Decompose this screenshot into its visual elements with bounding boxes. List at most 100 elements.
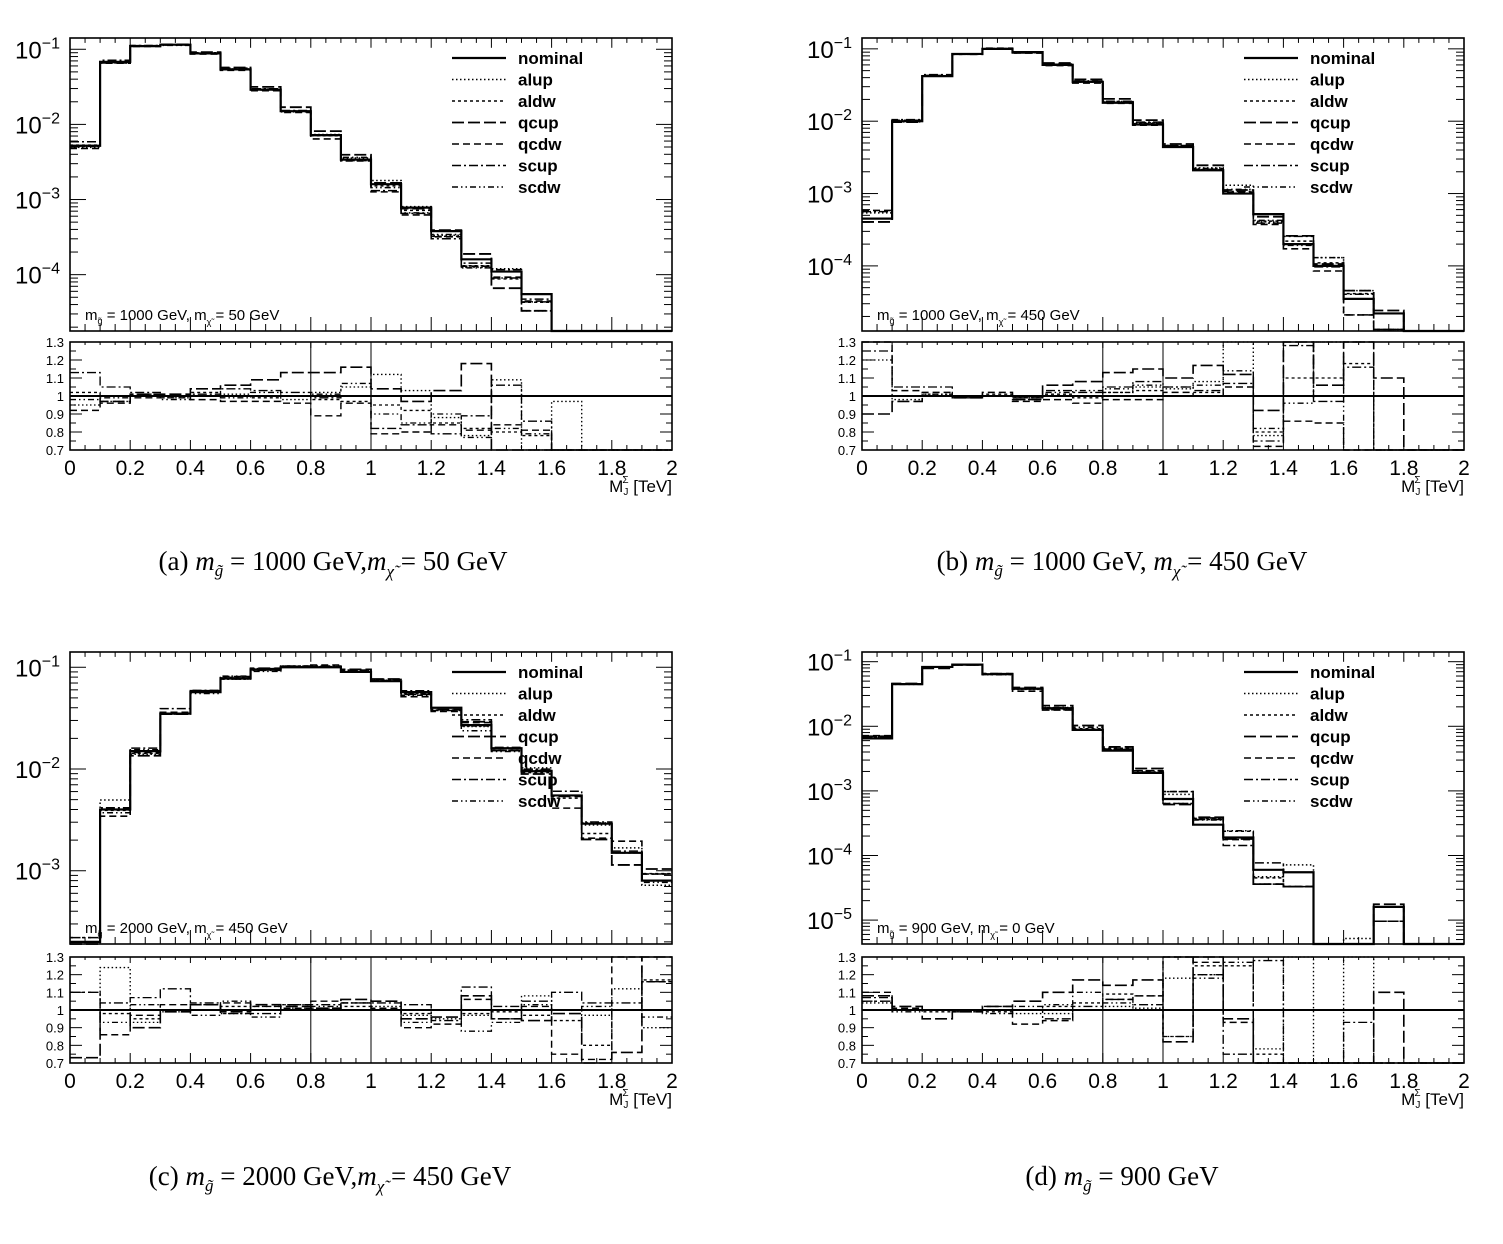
legend-label-aldw: aldw <box>518 92 557 111</box>
x-tick-label: 1.2 <box>417 457 446 480</box>
ratio-qcdw <box>70 397 672 451</box>
x-tick-label: 1.8 <box>1389 457 1418 480</box>
x-tick-label: 0.2 <box>116 1070 145 1093</box>
y-tick-base: 10 <box>807 650 834 677</box>
legend-label-scup: scup <box>518 157 558 176</box>
caption-b: (b) mg̃ = 1000 GeV, mχ̃ = 450 GeV <box>937 546 1308 581</box>
legend-label-scup: scup <box>518 771 558 790</box>
legend-label-nominal: nominal <box>1310 49 1375 68</box>
mass-annotation-part: m <box>877 307 890 324</box>
legend-label-scup: scup <box>1310 157 1350 176</box>
legend-label-scup: scup <box>1310 771 1350 790</box>
x-tick-label: 0 <box>856 1070 868 1093</box>
y-tick-exponent: −2 <box>42 755 60 772</box>
hist-alup <box>862 48 1464 332</box>
legend-label-qcup: qcup <box>1310 114 1351 133</box>
x-tick-label: 1.4 <box>477 457 507 480</box>
x-tick-label: 0.2 <box>908 1070 937 1093</box>
ratio-tick-label: 0.7 <box>46 443 64 458</box>
y-tick-label: 10−3 <box>15 186 60 215</box>
ratio-tick-label: 1.3 <box>46 335 64 350</box>
x-tick-label: 0.8 <box>1088 457 1117 480</box>
x-tick-label: 1.8 <box>1389 1070 1418 1093</box>
ratio-tick-label: 1.1 <box>838 985 856 1000</box>
legend-label-scdw: scdw <box>1310 792 1353 811</box>
x-tick-label: 0.6 <box>236 457 265 480</box>
mass-annotation-part: g̃ <box>889 316 894 326</box>
y-tick-label: 10−4 <box>807 841 852 870</box>
caption-part: m <box>367 546 387 576</box>
mass-annotation: mg̃ = 1000 GeV, mχ̃ = 450 GeV <box>877 307 1080 327</box>
caption-part: = 1000 GeV, <box>223 546 367 576</box>
x-tick-label: 2 <box>1458 1070 1470 1093</box>
mass-annotation-part: = 1000 GeV, m <box>899 307 999 324</box>
mass-annotation-part: = 50 GeV <box>216 307 280 324</box>
ratio-tick-label: 1 <box>849 1003 856 1018</box>
y-tick-base: 10 <box>807 714 834 741</box>
ratio-tick-label: 0.9 <box>838 1021 856 1036</box>
y-tick-label: 10−3 <box>807 777 852 806</box>
y-tick-exponent: −4 <box>834 841 852 858</box>
x-tick-label: 1.4 <box>477 1070 507 1093</box>
hist-qcdw <box>862 47 1464 332</box>
y-tick-base: 10 <box>807 109 834 136</box>
x-tick-label: 0 <box>856 457 868 480</box>
mass-annotation: mg̃ = 2000 GeV, mχ̃ = 450 GeV <box>85 920 288 940</box>
y-tick-label: 10−2 <box>807 712 852 741</box>
x-axis-label-part: M <box>609 477 623 496</box>
x-tick-label: 1.6 <box>1329 1070 1358 1093</box>
x-axis-label-part: J <box>623 1100 628 1111</box>
ratio-tick-label: 0.9 <box>46 407 64 422</box>
x-tick-label: 1 <box>1157 1070 1169 1093</box>
x-tick-label: 2 <box>1458 457 1470 480</box>
x-axis-label-part: Σ <box>622 475 628 486</box>
legend-label-qcdw: qcdw <box>1310 135 1354 154</box>
hist-scdw <box>70 44 672 332</box>
x-tick-label: 1.6 <box>537 457 566 480</box>
x-tick-label: 0.4 <box>176 1070 206 1093</box>
caption-part: m <box>1064 1161 1084 1191</box>
ratio-alup <box>862 341 1464 451</box>
ratio-qcup <box>70 956 672 1064</box>
ratio-qcup <box>70 362 672 451</box>
ratio-qcdw <box>70 956 672 1061</box>
y-tick-label: 10−1 <box>15 35 60 64</box>
y-tick-exponent: −5 <box>834 906 852 923</box>
y-tick-exponent: −2 <box>834 712 852 729</box>
x-tick-label: 0 <box>64 457 76 480</box>
mass-annotation-part: g̃ <box>889 929 894 939</box>
x-axis-label-part: [TeV] <box>629 1090 672 1109</box>
x-axis-label-part: [TeV] <box>1421 477 1464 496</box>
legend-label-nominal: nominal <box>518 49 583 68</box>
y-tick-label: 10−5 <box>807 906 852 935</box>
y-tick-exponent: −4 <box>42 261 60 278</box>
y-tick-base: 10 <box>15 37 42 64</box>
mass-annotation-part: g̃ <box>97 929 102 939</box>
y-tick-label: 10−3 <box>807 180 852 209</box>
legend-label-alup: alup <box>518 685 553 704</box>
ratio-tick-label: 1 <box>849 389 856 404</box>
x-axis-label: MJΣ [TeV] <box>1401 475 1464 498</box>
hist-scdw <box>862 664 1464 945</box>
legend-label-scdw: scdw <box>518 792 561 811</box>
y-tick-exponent: −1 <box>834 35 852 52</box>
x-tick-label: 0.2 <box>116 457 145 480</box>
mass-annotation-part: = 1000 GeV, m <box>107 307 207 324</box>
ratio-tick-label: 1 <box>57 389 64 404</box>
y-tick-base: 10 <box>15 655 42 682</box>
panel-c: 10−110−210−30.70.80.911.11.21.30 0.2 0.4 0.… <box>15 651 678 1196</box>
ratio-tick-label: 1.3 <box>46 950 64 965</box>
y-tick-label: 10−2 <box>15 110 60 139</box>
legend-label-qcup: qcup <box>518 114 559 133</box>
ratio-tick-label: 1.2 <box>838 353 856 368</box>
caption-part: = 2000 GeV, <box>214 1161 358 1191</box>
y-tick-base: 10 <box>807 843 834 870</box>
legend-label-qcup: qcup <box>1310 728 1351 747</box>
caption-part: g̃ <box>205 1176 214 1195</box>
x-tick-label: 1.2 <box>417 1070 446 1093</box>
ratio-scdw <box>70 382 672 451</box>
caption-part: = 50 GeV <box>394 546 508 576</box>
y-tick-base: 10 <box>15 859 42 886</box>
caption-part: g̃ <box>994 561 1003 580</box>
